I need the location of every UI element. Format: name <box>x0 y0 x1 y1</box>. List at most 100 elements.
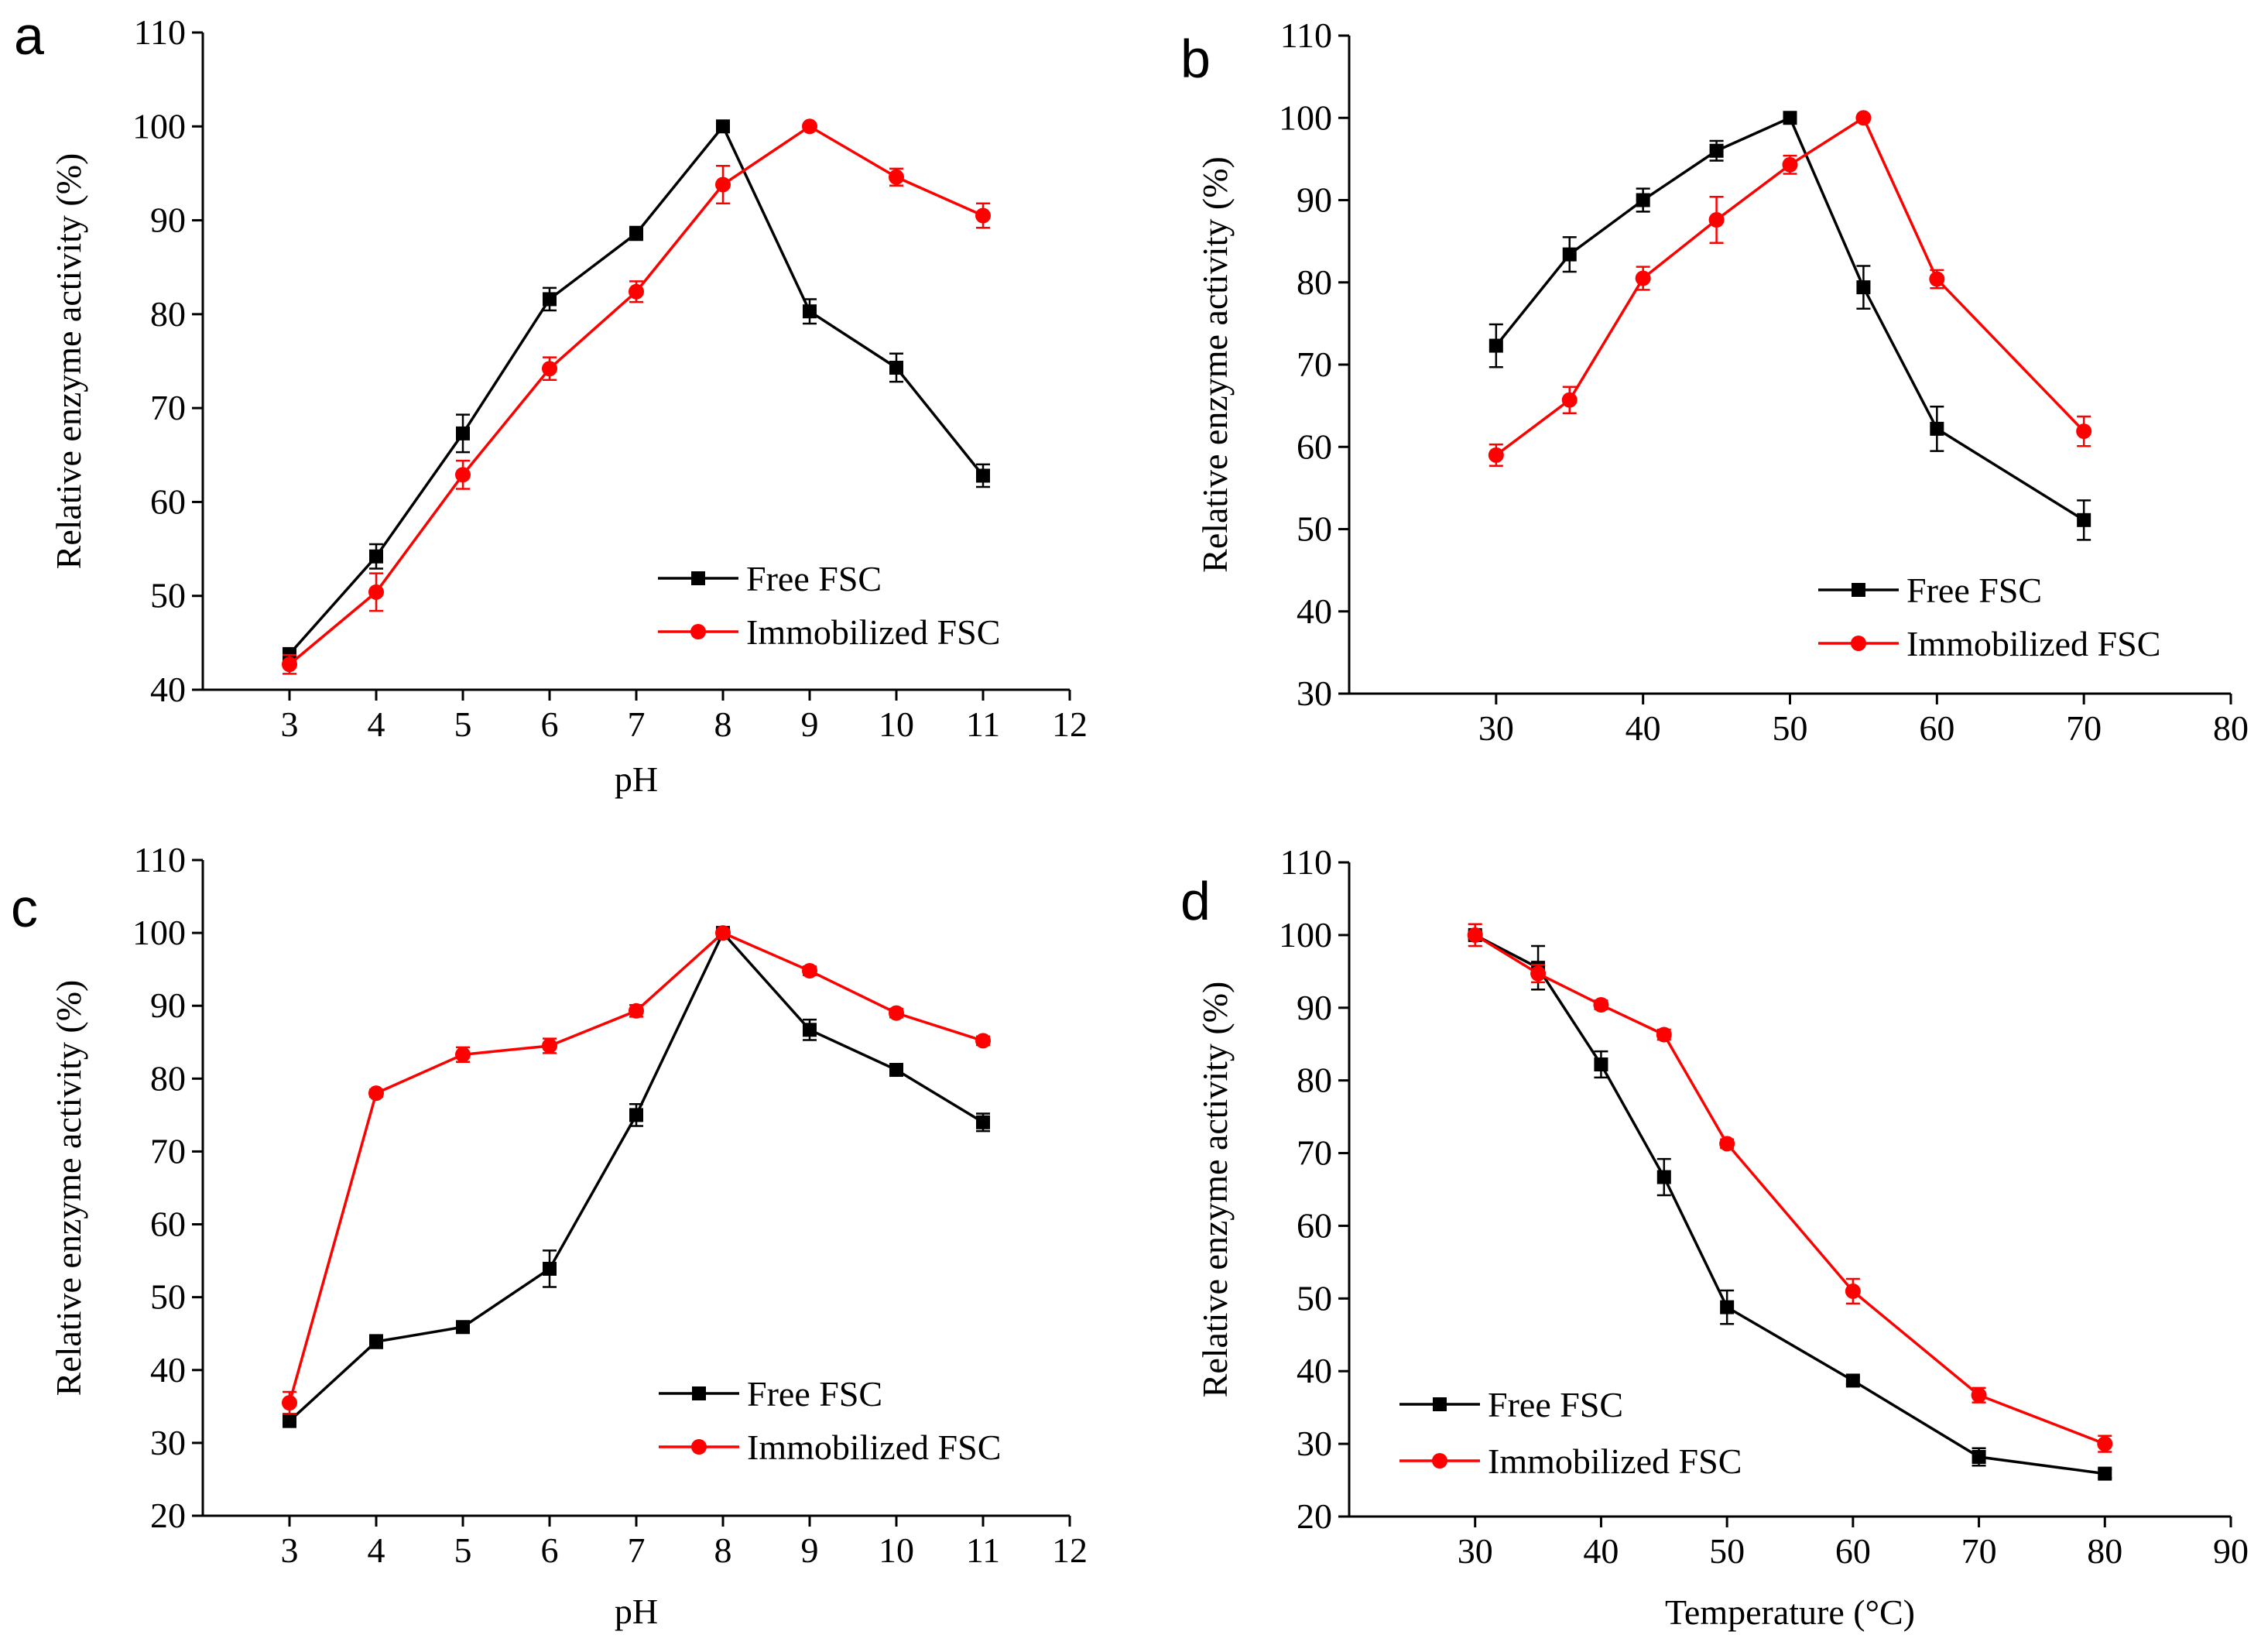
data-point <box>1593 997 1609 1013</box>
legend-label: Immobilized FSC <box>1488 1441 1742 1481</box>
legend-label: Free FSC <box>1906 571 2042 610</box>
data-point <box>1488 338 1503 353</box>
data-point <box>629 283 644 300</box>
data-point <box>1972 1450 1986 1465</box>
data-point <box>2076 423 2092 440</box>
data-point <box>1636 193 1650 207</box>
series-line <box>1474 934 2105 1475</box>
y-tick-label: 90 <box>150 985 186 1025</box>
data-point <box>975 1033 991 1049</box>
y-tick-label: 90 <box>150 201 186 240</box>
legend-marker <box>692 1386 706 1400</box>
x-tick-label: 8 <box>714 704 732 744</box>
data-point <box>1635 270 1651 286</box>
y-tick-label: 20 <box>150 1496 186 1535</box>
x-axis-label: Temperature (°C) <box>1665 1592 1915 1632</box>
panel-d: 20 30 40 50 60 70 80 90 100 110 30 40 50 60 70 80 90 Temp… <box>1180 842 2249 1632</box>
x-tick-label: 60 <box>1919 708 1954 748</box>
x-tick-label: 12 <box>1052 704 1088 744</box>
x-tick-label: 4 <box>368 704 385 744</box>
data-point <box>1708 212 1725 228</box>
data-point <box>715 925 731 941</box>
x-tick-label: 6 <box>541 704 559 744</box>
data-point <box>1488 447 1504 463</box>
legend-label: Free FSC <box>746 559 882 598</box>
y-tick-label: 60 <box>150 482 186 521</box>
y-tick-label: 30 <box>150 1423 186 1462</box>
data-point <box>542 361 557 377</box>
data-point <box>283 1414 296 1428</box>
series-line <box>1495 115 2085 457</box>
data-point <box>1720 1300 1735 1314</box>
x-tick-label: 9 <box>801 704 819 744</box>
data-point <box>282 1395 297 1411</box>
data-point <box>368 1085 384 1102</box>
data-point <box>368 584 384 600</box>
y-tick-label: 90 <box>1297 180 1332 220</box>
data-point <box>803 1023 817 1037</box>
data-point <box>456 426 470 440</box>
panel-label: a <box>14 5 44 66</box>
y-tick-label: 20 <box>1297 1496 1332 1536</box>
series-line <box>1495 115 2085 522</box>
data-point <box>1709 143 1724 158</box>
y-tick-label: 80 <box>150 1058 186 1098</box>
data-point <box>802 963 817 979</box>
x-tick-label: 8 <box>714 1530 732 1570</box>
y-tick-label: 110 <box>134 840 186 879</box>
data-point <box>456 1320 470 1335</box>
y-tick-label: 30 <box>1297 1424 1332 1463</box>
data-point <box>976 468 990 483</box>
data-point <box>369 1335 383 1349</box>
data-point <box>2097 1436 2113 1452</box>
x-axis-label: pH <box>615 759 658 799</box>
y-tick-label: 100 <box>132 913 186 952</box>
data-point <box>543 1261 557 1276</box>
y-tick-label: 40 <box>1297 591 1332 631</box>
data-point <box>1561 392 1578 408</box>
legend-marker <box>1433 1397 1447 1411</box>
panel-b: 30 40 50 60 70 80 90 100 110 30 40 50 60 70 80 Relative… <box>1180 15 2249 748</box>
data-point <box>2077 512 2091 527</box>
x-tick-label: 6 <box>541 1530 559 1570</box>
data-point <box>1594 1057 1608 1072</box>
data-point <box>455 467 471 483</box>
y-tick-label: 110 <box>1280 15 1332 55</box>
y-tick-label: 80 <box>150 294 186 334</box>
data-point <box>542 1037 557 1054</box>
x-tick-label: 10 <box>879 704 914 744</box>
x-tick-label: 4 <box>368 1530 385 1570</box>
x-tick-label: 30 <box>1458 1531 1493 1571</box>
y-axis-label: Relative enzyme activity (%) <box>49 153 88 570</box>
x-tick-label: 30 <box>1478 708 1514 748</box>
y-axis-label: Relative enzyme activity (%) <box>1195 982 1235 1398</box>
data-point <box>1855 110 1872 126</box>
panel-label: b <box>1180 29 1211 89</box>
data-point <box>2098 1466 2112 1481</box>
y-tick-label: 70 <box>1297 1133 1332 1173</box>
legend-label: Immobilized FSC <box>747 1428 1001 1467</box>
data-point <box>1929 271 1945 287</box>
y-tick-label: 100 <box>132 106 186 146</box>
x-tick-label: 12 <box>1052 1530 1088 1570</box>
data-point <box>716 119 730 134</box>
x-tick-label: 70 <box>1961 1531 1997 1571</box>
y-tick-label: 40 <box>150 1350 186 1390</box>
data-point <box>1656 1170 1671 1184</box>
data-point <box>1856 280 1871 295</box>
data-point <box>629 1003 644 1019</box>
data-point <box>1782 156 1798 173</box>
y-tick-label: 30 <box>1297 673 1332 713</box>
y-tick-label: 90 <box>1297 988 1332 1027</box>
data-point <box>1845 1373 1860 1388</box>
data-point <box>1845 1283 1861 1299</box>
x-tick-label: 80 <box>2087 1531 2122 1571</box>
data-point <box>369 549 383 564</box>
x-tick-label: 40 <box>1583 1531 1619 1571</box>
y-tick-label: 80 <box>1297 262 1332 302</box>
panel-label: d <box>1180 871 1211 931</box>
data-point <box>1530 965 1547 982</box>
legend-marker <box>1851 636 1866 651</box>
legend-marker <box>690 624 706 639</box>
